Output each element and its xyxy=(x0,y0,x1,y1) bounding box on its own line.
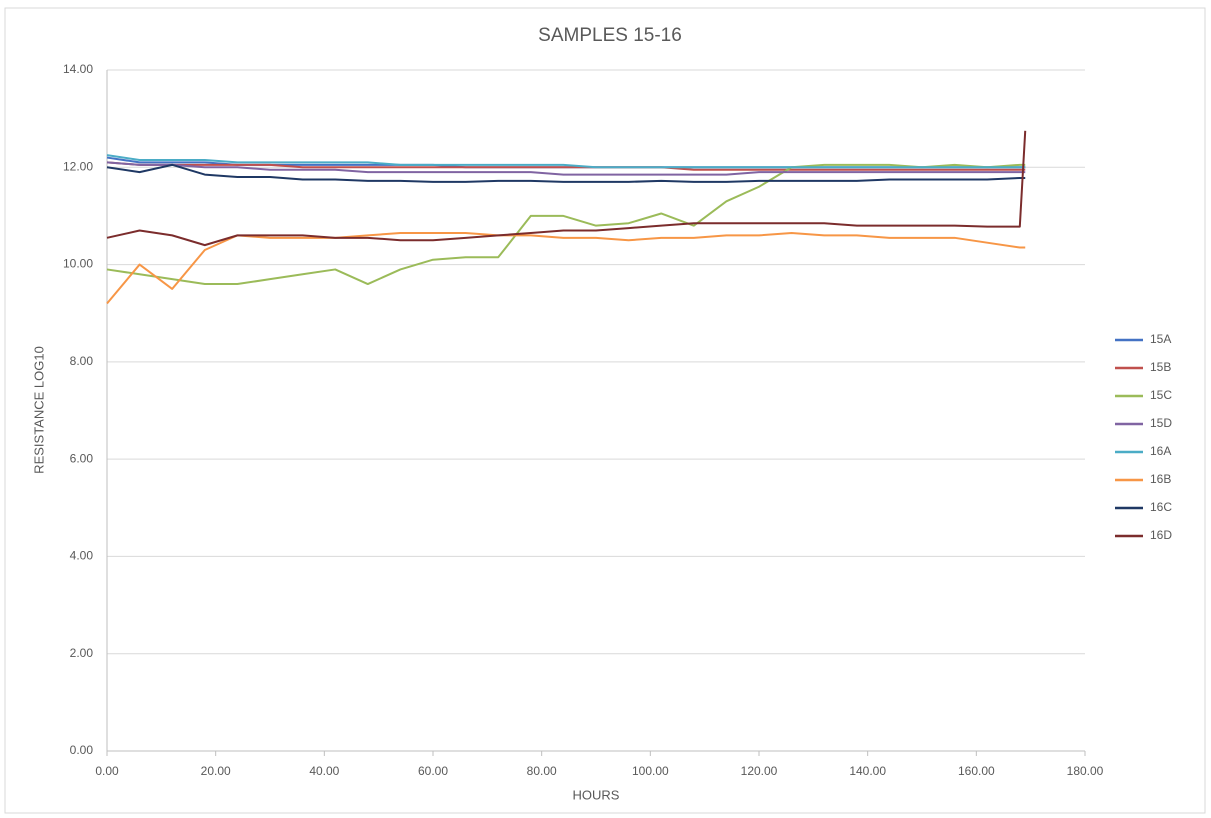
y-tick-label: 4.00 xyxy=(70,549,94,563)
y-tick-label: 14.00 xyxy=(63,62,93,76)
y-tick-label: 10.00 xyxy=(63,257,93,271)
x-tick-label: 160.00 xyxy=(958,764,995,778)
legend-label: 16C xyxy=(1150,500,1172,514)
legend-label: 15B xyxy=(1150,360,1171,374)
x-tick-label: 120.00 xyxy=(741,764,778,778)
series-line xyxy=(106,163,1026,286)
y-tick-label: 2.00 xyxy=(70,646,94,660)
y-tick-label: 12.00 xyxy=(63,159,93,173)
x-axis-title: HOURS xyxy=(573,787,620,802)
x-tick-label: 60.00 xyxy=(418,764,448,778)
x-tick-label: 40.00 xyxy=(309,764,339,778)
series-line xyxy=(106,231,1026,305)
series-line xyxy=(106,161,1026,176)
legend-label: 16D xyxy=(1150,528,1172,542)
x-tick-label: 20.00 xyxy=(201,764,231,778)
y-tick-label: 0.00 xyxy=(70,743,94,757)
legend-label: 15D xyxy=(1150,416,1172,430)
legend-label: 16A xyxy=(1150,444,1171,458)
series-line xyxy=(106,163,1026,183)
legend-label: 15A xyxy=(1150,332,1171,346)
y-tick-label: 8.00 xyxy=(70,354,94,368)
series-line xyxy=(106,154,1026,169)
x-tick-label: 0.00 xyxy=(95,764,119,778)
series-line xyxy=(106,161,1026,171)
legend-label: 15C xyxy=(1150,388,1172,402)
x-tick-label: 100.00 xyxy=(632,764,669,778)
series-line xyxy=(106,130,1027,247)
x-tick-label: 80.00 xyxy=(527,764,557,778)
chart-border xyxy=(4,7,1206,814)
y-axis-title: RESISTANCE LOG10 xyxy=(31,346,46,474)
y-tick-label: 6.00 xyxy=(70,451,94,465)
chart-title: SAMPLES 15-16 xyxy=(538,25,682,46)
legend-label: 16B xyxy=(1150,472,1171,486)
x-tick-label: 140.00 xyxy=(849,764,886,778)
x-tick-label: 180.00 xyxy=(1067,764,1104,778)
